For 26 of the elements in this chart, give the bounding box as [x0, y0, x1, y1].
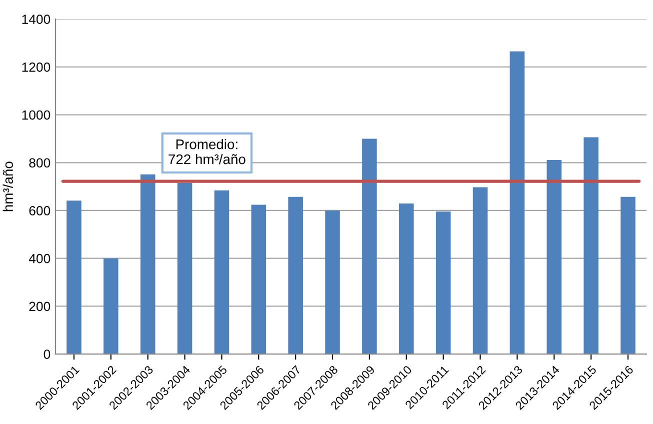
- bar: [546, 160, 562, 354]
- bar: [510, 51, 525, 354]
- y-tick-label: 1200: [22, 62, 50, 72]
- y-tick-label: 200: [29, 302, 50, 312]
- y-tick-label: 400: [28, 254, 50, 264]
- bar: [288, 196, 303, 354]
- bar: [177, 182, 192, 354]
- bar: [251, 204, 266, 354]
- bar: [436, 211, 451, 354]
- bar: [140, 174, 156, 354]
- y-tick-label: 1400: [22, 14, 50, 24]
- bar: [472, 187, 488, 354]
- bar: [362, 138, 377, 354]
- bar: [214, 190, 230, 354]
- ref-line-label: Promedio: 722 hm³/año: [168, 139, 246, 164]
- bar: [620, 196, 636, 354]
- y-tick-label: 0: [44, 350, 50, 359]
- bar: [399, 204, 414, 354]
- bar: [104, 258, 118, 354]
- y-axis-title: hm³/año: [2, 162, 13, 212]
- bar: [66, 200, 82, 354]
- y-tick-label: 600: [29, 206, 50, 216]
- y-tick-label: 1000: [22, 110, 50, 120]
- y-tick-label: 800: [29, 158, 50, 168]
- bar: [584, 137, 598, 354]
- bar: [325, 210, 340, 354]
